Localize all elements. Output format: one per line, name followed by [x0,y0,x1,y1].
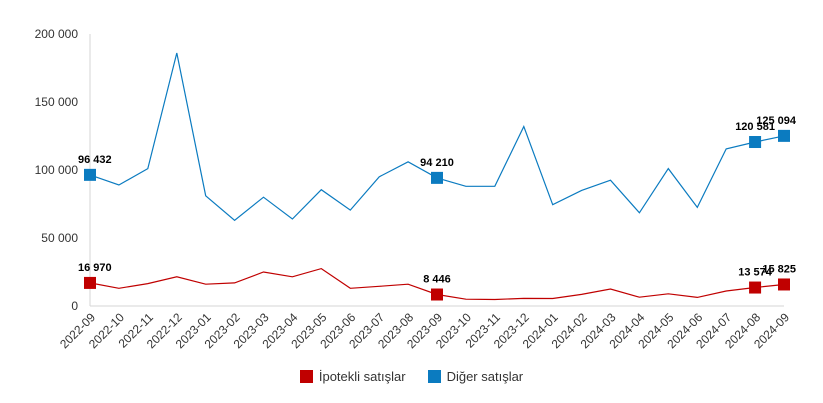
data-point-marker[interactable] [84,168,96,181]
legend-label-diger: Diğer satışlar [446,369,524,384]
data-point-marker[interactable] [778,129,790,142]
data-label: 96 432 [78,154,112,166]
data-label: 15 825 [762,263,796,275]
data-point-marker[interactable] [749,136,762,149]
x-axis: 2022-092022-102022-112022-122023-012023-… [57,305,792,351]
data-label: 8 446 [423,274,451,286]
y-tick-label: 0 [71,299,78,313]
data-point-marker[interactable] [431,171,443,184]
y-tick-label: 50 000 [41,231,78,245]
data-label: 125 094 [756,115,797,127]
legend-item-diger[interactable]: Diğer satışlar [427,369,524,384]
legend: İpotekli satışlar Diğer satışlar [0,369,823,384]
legend-label-ipotekli: İpotekli satışlar [318,369,406,384]
data-point-marker[interactable] [84,276,96,289]
data-label: 94 210 [420,157,454,169]
data-label: 16 970 [78,262,112,274]
y-tick-label: 100 000 [35,163,79,177]
data-point-marker[interactable] [431,288,443,301]
y-tick-label: 200 000 [35,27,79,41]
data-label: 120 581 [735,121,775,133]
data-label: 13 574 [738,267,773,279]
legend-item-ipotekli[interactable]: İpotekli satışlar [299,369,406,384]
data-point-marker[interactable] [778,278,790,291]
y-tick-label: 150 000 [35,95,79,109]
series-line [89,52,785,222]
legend-swatch-ipotekli [299,370,313,383]
data-point-marker[interactable] [749,281,762,294]
y-axis: 0 50 000 100 000 150 000 200 000 [35,27,91,313]
legend-swatch-diger [427,370,441,383]
